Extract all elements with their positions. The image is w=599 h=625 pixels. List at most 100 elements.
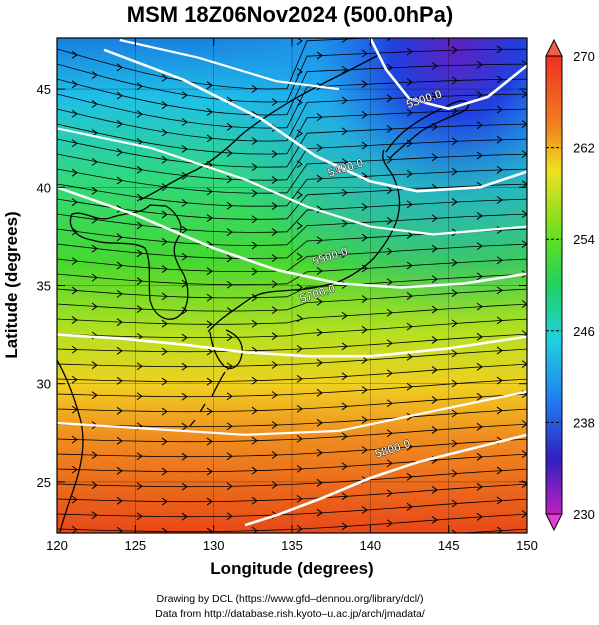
credit-data: Data from http://database.rish.kyoto–u.a… xyxy=(155,608,425,620)
wind-arrow xyxy=(521,300,527,309)
wind-arrow xyxy=(406,382,413,391)
wind-arrow xyxy=(521,210,527,219)
wind-arrow xyxy=(521,90,527,99)
wind-arrow xyxy=(386,459,393,468)
wind-arrow xyxy=(161,497,168,506)
wind-arrow xyxy=(406,502,413,511)
wind-streamlines xyxy=(57,38,527,548)
wind-arrow xyxy=(431,336,438,344)
streamline xyxy=(57,153,527,194)
wind-arrow xyxy=(316,508,323,517)
wind-arrow xyxy=(386,38,392,42)
wind-arrow xyxy=(71,375,78,384)
x-tick-label: 120 xyxy=(46,538,68,553)
wind-arrow xyxy=(406,200,413,209)
chart-title: MSM 18Z06Nov2024 (500.0hPa) xyxy=(127,2,454,27)
wind-arrow xyxy=(272,541,277,548)
wind-arrow xyxy=(296,221,303,230)
wind-arrow xyxy=(386,369,393,378)
wind-arrow xyxy=(136,482,143,491)
wind-arrow xyxy=(431,275,438,284)
wind-arrow xyxy=(226,201,233,210)
wind-arrow xyxy=(71,525,78,533)
wind-arrow xyxy=(431,516,438,524)
wind-arrow xyxy=(136,138,143,146)
height-contour xyxy=(57,390,527,436)
streamline xyxy=(57,78,527,129)
wind-arrow xyxy=(316,448,323,457)
wind-arrow xyxy=(476,272,483,281)
wind-arrow xyxy=(206,527,213,533)
wind-arrow xyxy=(91,302,98,311)
wind-arrow xyxy=(206,467,213,476)
wind-arrow xyxy=(406,412,413,421)
height-contour xyxy=(57,186,527,289)
wind-arrow xyxy=(361,80,368,89)
height-contour xyxy=(57,333,527,358)
height-contour xyxy=(119,38,340,91)
wind-arrow xyxy=(341,462,348,471)
streamline xyxy=(57,93,527,142)
wind-arrow xyxy=(136,277,143,286)
wind-arrow xyxy=(271,391,278,399)
colorbar-ticks: 270 262 254 246 238 230 xyxy=(546,49,595,522)
wind-arrow xyxy=(136,249,143,258)
wind-arrow xyxy=(316,51,323,60)
x-tick-label: 135 xyxy=(281,538,303,553)
wind-arrow xyxy=(296,404,303,413)
streamline xyxy=(57,483,527,503)
wind-arrow xyxy=(271,176,278,184)
wind-arrow xyxy=(496,75,503,84)
wind-arrow xyxy=(476,151,483,160)
wind-arrow xyxy=(136,165,143,174)
wind-arrow xyxy=(251,215,258,224)
wind-arrow xyxy=(181,422,188,431)
streamline xyxy=(57,408,527,428)
wind-arrow xyxy=(341,372,348,381)
wind-arrow xyxy=(476,512,483,521)
wind-arrow xyxy=(386,308,393,317)
wind-arrow xyxy=(116,436,123,445)
wind-arrow xyxy=(116,91,123,100)
wind-arrow xyxy=(136,452,143,461)
wind-arrow xyxy=(181,171,188,180)
wind-arrow xyxy=(451,529,458,533)
wind-arrow xyxy=(431,366,438,374)
wind-arrow xyxy=(496,105,503,114)
y-tick-label: 40 xyxy=(37,180,51,195)
wind-arrow xyxy=(251,267,258,276)
streamline xyxy=(57,48,527,103)
streamline xyxy=(57,513,527,533)
wind-arrow xyxy=(431,244,438,253)
wind-arrow xyxy=(431,214,438,223)
wind-arrow xyxy=(136,82,143,91)
wind-arrow xyxy=(451,349,458,358)
wind-arrow xyxy=(476,452,483,461)
wind-arrow xyxy=(451,46,458,55)
coast-ryukyu xyxy=(189,371,226,427)
x-tick-label: 130 xyxy=(203,538,225,553)
wind-arrow xyxy=(496,376,503,385)
wind-arrow xyxy=(316,113,323,122)
wind-arrow xyxy=(91,273,98,282)
y-axis-ticks: 25 30 35 40 45 xyxy=(37,82,527,490)
wind-arrow xyxy=(116,376,123,385)
wind-arrow xyxy=(91,71,98,79)
wind-arrow xyxy=(161,407,168,416)
wind-arrow xyxy=(296,191,303,199)
wind-arrow xyxy=(181,306,188,315)
wind-arrow xyxy=(251,376,258,385)
wind-arrow xyxy=(476,392,483,401)
wind-arrow xyxy=(71,345,78,354)
wind-arrow xyxy=(161,292,168,301)
wind-arrow xyxy=(271,332,278,341)
wind-arrow xyxy=(296,38,303,45)
y-tick-label: 25 xyxy=(37,475,51,490)
wind-arrow xyxy=(386,186,393,195)
wind-arrow xyxy=(251,110,258,119)
colorbar: 270 262 254 246 238 230 xyxy=(545,38,595,532)
wind-arrow xyxy=(476,242,483,251)
wind-arrow xyxy=(522,38,523,39)
wind-arrow xyxy=(91,157,98,166)
wind-arrow xyxy=(476,302,483,311)
